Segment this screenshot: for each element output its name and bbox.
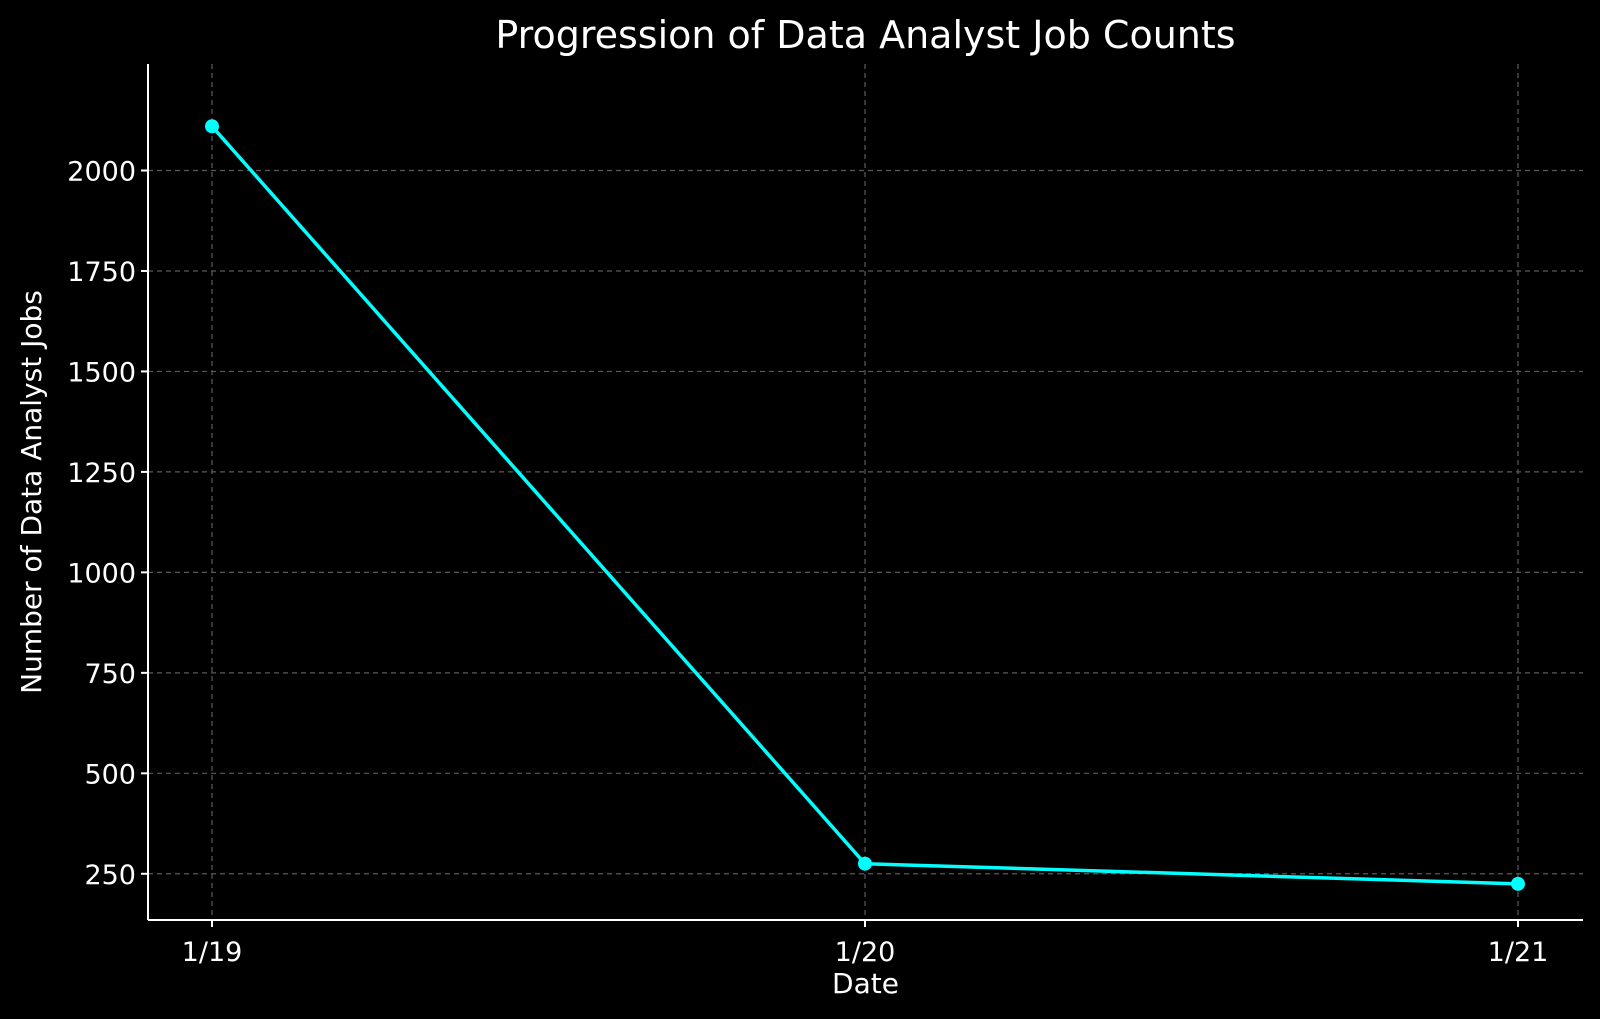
x-ticks: 1/19 1/20 1/21: [182, 920, 1549, 968]
data-point: [1511, 876, 1525, 891]
y-axis-label: Number of Data Analyst Jobs: [15, 290, 48, 694]
x-tick-label: 1/19: [182, 937, 243, 968]
y-tick-label: 500: [84, 759, 136, 790]
y-tick-label: 1000: [67, 558, 136, 589]
chart-title: Progression of Data Analyst Job Counts: [495, 13, 1235, 57]
grid: [148, 64, 1583, 920]
y-tick-label: 1500: [67, 357, 136, 388]
y-tick-label: 250: [84, 860, 136, 891]
y-tick-label: 2000: [67, 156, 136, 187]
data-point: [858, 856, 872, 871]
series: [205, 119, 1525, 891]
x-tick-label: 1/20: [835, 937, 896, 968]
y-ticks: 250 500 750 1000 1250 1500 1750 2000: [67, 156, 148, 891]
y-tick-label: 1750: [67, 257, 136, 288]
y-tick-label: 750: [84, 659, 136, 690]
y-tick-label: 1250: [67, 458, 136, 489]
x-tick-label: 1/21: [1488, 937, 1549, 968]
data-point: [205, 119, 219, 134]
x-axis-label: Date: [832, 967, 899, 1000]
